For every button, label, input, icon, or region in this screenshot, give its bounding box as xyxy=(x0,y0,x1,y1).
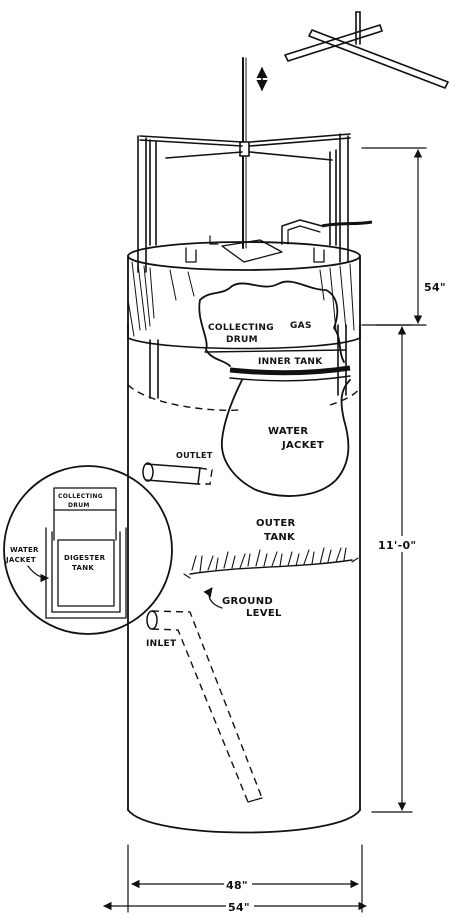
label-outlet: OUTLET xyxy=(176,451,213,460)
inset-label-water: WATER xyxy=(10,546,39,554)
label-collecting-drum: COLLECTING DRUM xyxy=(208,323,274,345)
outer-tank xyxy=(127,324,361,834)
inner-tank xyxy=(204,349,351,382)
label-ground: GROUND xyxy=(222,596,273,607)
label-drum: DRUM xyxy=(226,335,258,345)
cross-frame-detail xyxy=(284,11,449,89)
label-water-jacket: WATER JACKET xyxy=(268,426,324,451)
inset-label-jacket: JACKET xyxy=(5,556,36,564)
inset-label-digester: DIGESTER xyxy=(64,554,106,562)
label-water: WATER xyxy=(268,426,308,437)
label-tank: TANK xyxy=(264,532,296,543)
label-inner-tank: INNER TANK xyxy=(258,357,323,367)
label-outer: OUTER xyxy=(256,518,295,529)
label-collecting: COLLECTING xyxy=(208,323,274,333)
label-outer-tank: OUTER TANK xyxy=(256,518,296,543)
inset-label-drum: DRUM xyxy=(68,502,90,509)
dim-label-inner-diameter: 48" xyxy=(226,879,248,892)
label-jacket: JACKET xyxy=(281,440,324,451)
water-jacket-cutaway xyxy=(221,379,351,497)
dimension-drum-height xyxy=(361,147,427,326)
label-level: LEVEL xyxy=(246,608,282,619)
dim-label-outer-diameter: 54" xyxy=(228,901,250,914)
outlet-pipe xyxy=(142,462,213,485)
guide-frame xyxy=(137,57,351,399)
ground-level xyxy=(183,547,359,609)
label-ground-level: GROUND LEVEL xyxy=(222,596,282,619)
inset-detail xyxy=(3,465,173,635)
label-inlet: INLET xyxy=(146,639,177,649)
dim-label-drum-height: 54" xyxy=(424,281,446,294)
inlet-pipe xyxy=(146,610,263,803)
dimension-tank-height xyxy=(371,324,413,813)
inset-label-collecting: COLLECTING xyxy=(58,493,103,500)
dim-label-tank-height: 11'-0" xyxy=(378,539,416,552)
label-gas: GAS xyxy=(290,321,312,331)
inset-label-tank: TANK xyxy=(72,564,94,572)
